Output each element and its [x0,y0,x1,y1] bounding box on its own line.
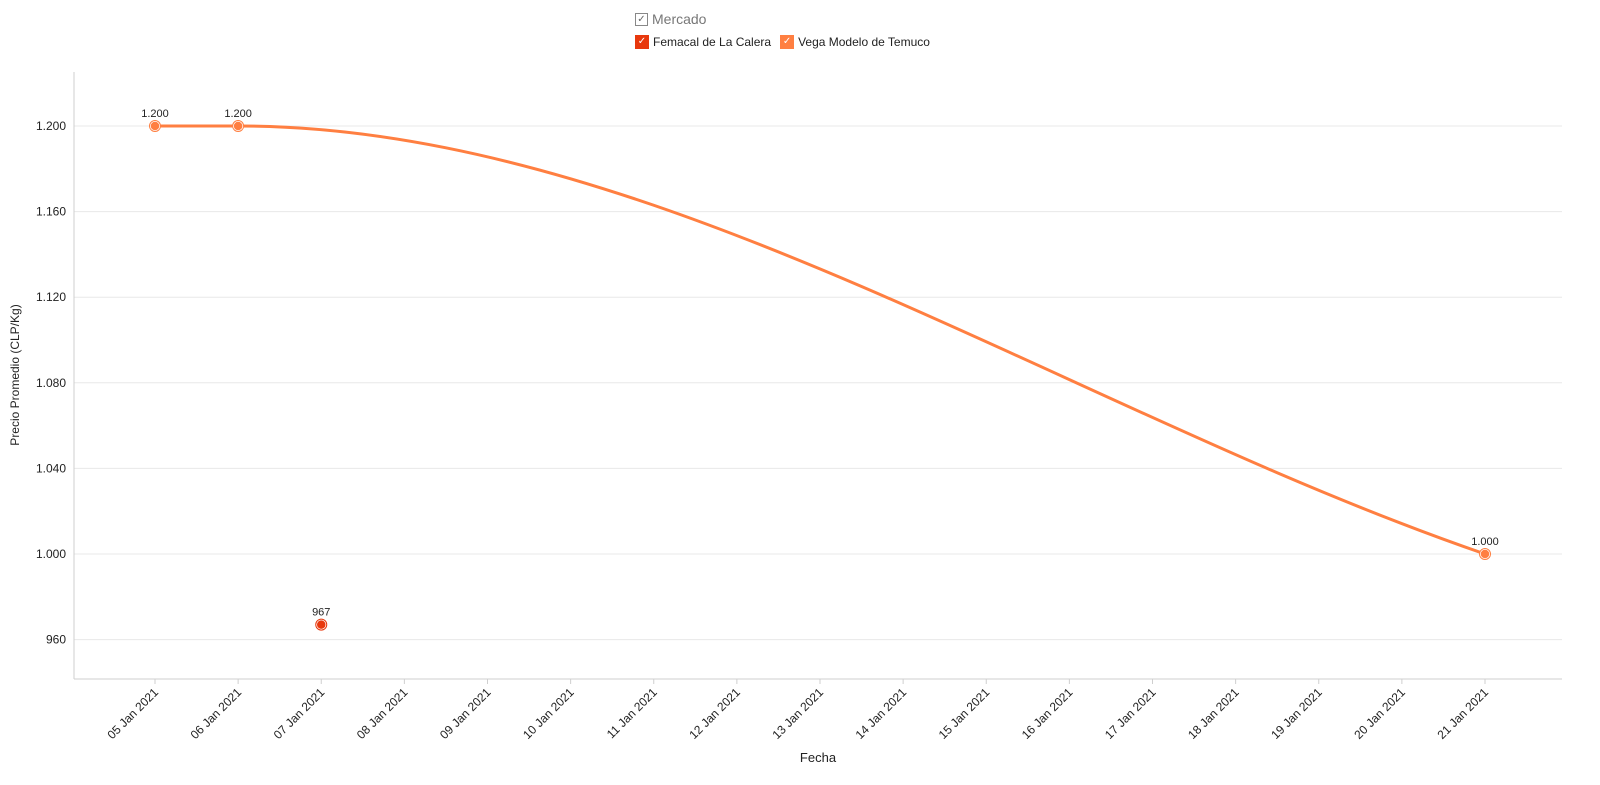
x-tick-label: 16 Jan 2021 [1019,685,1076,742]
checkbox-checked-icon[interactable]: ✓ [635,35,649,49]
y-tick-label: 1.000 [36,547,66,561]
legend-item-vega-modelo[interactable]: ✓ Vega Modelo de Temuco [780,35,930,49]
x-tick-label: 10 Jan 2021 [520,685,577,742]
data-label: 1.200 [141,108,169,120]
data-point-ring [315,618,328,631]
data-point[interactable] [232,120,244,132]
series-lines [155,124,1486,556]
x-axis-ticks: 05 Jan 2021 06 Jan 2021 07 Jan 2021 08 Jan … [105,679,1492,742]
x-tick-label: 07 Jan 2021 [271,685,328,742]
y-tick-label: 1.200 [36,119,66,133]
x-tick-label: 15 Jan 2021 [936,685,993,742]
y-tick-label: 1.120 [36,290,66,304]
x-axis-label: Fecha [800,750,837,765]
checkbox-checked-icon[interactable]: ✓ [780,35,795,49]
data-point[interactable] [149,120,161,132]
legend-item-label: Vega Modelo de Temuco [798,35,930,49]
x-tick-label: 17 Jan 2021 [1102,685,1159,742]
x-tick-label: 20 Jan 2021 [1351,685,1408,742]
data-label: 967 [312,607,330,619]
series-points: 967 1.200 1.200 1.000 [141,108,1499,631]
y-tick-label: 960 [46,633,66,647]
legend-title-label: Mercado [652,11,707,27]
y-tick-label: 1.160 [36,205,66,219]
data-point[interactable] [1479,548,1491,560]
x-tick-label: 13 Jan 2021 [770,685,827,742]
data-point-ring [1479,548,1491,560]
y-tick-label: 1.080 [36,376,66,390]
grid-lines [74,125,1562,641]
x-tick-label: 09 Jan 2021 [437,685,494,742]
data-label: 1.200 [224,108,252,120]
y-axis-ticks: 960 1.000 1.040 1.080 1.120 1.160 1.200 [36,119,66,647]
y-tick-label: 1.040 [36,461,66,475]
legend-title: ✓ Mercado [635,11,706,27]
x-tick-label: 06 Jan 2021 [188,685,245,742]
x-tick-label: 19 Jan 2021 [1268,685,1325,742]
data-point-ring [232,120,245,132]
x-tick-label: 18 Jan 2021 [1185,685,1242,742]
x-tick-label: 05 Jan 2021 [105,685,162,742]
x-tick-label: 11 Jan 2021 [604,685,660,741]
legend-item-femacal[interactable]: ✓ Femacal de La Calera [635,35,771,49]
x-tick-label: 08 Jan 2021 [354,685,411,742]
x-tick-label: 21 Jan 2021 [1435,685,1492,742]
data-point-ring [149,120,161,132]
series-line [155,124,1486,556]
data-point[interactable] [315,618,327,631]
x-tick-label: 12 Jan 2021 [686,685,743,742]
axes [73,72,1562,680]
legend: ✓ Femacal de La Calera ✓ Vega Modelo de … [635,35,939,49]
legend-item-label: Femacal de La Calera [653,35,772,49]
data-label: 1.000 [1471,536,1499,548]
checkbox-icon[interactable]: ✓ [635,12,648,26]
x-tick-label: 14 Jan 2021 [853,685,910,742]
y-axis-label: Precio Promedio (CLP/Kg) [8,304,22,445]
